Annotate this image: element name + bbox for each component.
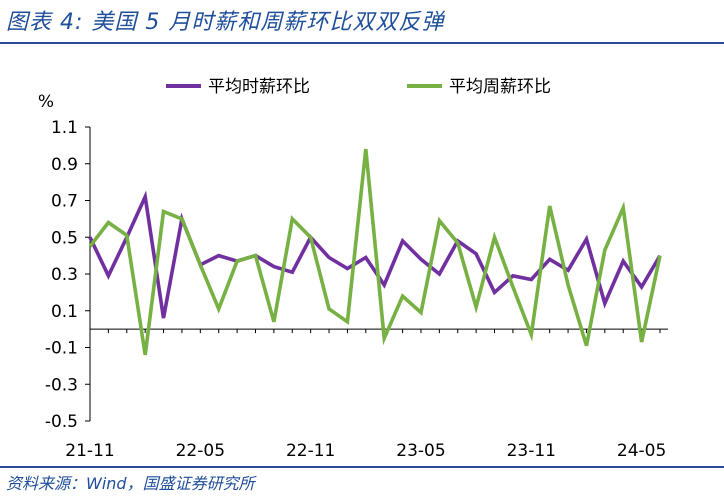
x-tick-label: 23-11 bbox=[507, 441, 556, 461]
x-tick-label: 22-05 bbox=[176, 441, 225, 461]
y-tick-label: 0.5 bbox=[51, 228, 78, 248]
series-line-2 bbox=[88, 148, 662, 356]
y-tick-label: 0.7 bbox=[51, 192, 78, 212]
y-tick-label: 0.1 bbox=[51, 302, 78, 322]
x-tick-label: 21-11 bbox=[65, 441, 114, 461]
y-tick-label: -0.1 bbox=[45, 339, 78, 359]
series-lines bbox=[88, 148, 662, 356]
legend: 平均时薪环比 平均周薪环比 bbox=[166, 77, 551, 97]
source-note: 资料来源：Wind，国盛证券研究所 bbox=[6, 474, 255, 493]
y-tick-label: 0.9 bbox=[51, 155, 78, 175]
y-tick-label: 0.3 bbox=[51, 265, 78, 285]
x-tick-label: 23-05 bbox=[396, 441, 445, 461]
legend-label-1: 平均时薪环比 bbox=[208, 77, 310, 97]
line-chart: % 1.1 0.9 0.7 0.5 0.3 0.1 -0.1 -0.3 -0.5 21-11 22-0… bbox=[38, 77, 668, 461]
y-tick-label: -0.5 bbox=[45, 412, 78, 432]
title-divider bbox=[0, 42, 724, 44]
y-unit-label: % bbox=[38, 92, 54, 112]
x-tick-label: 24-05 bbox=[617, 441, 666, 461]
figure-title: 图表 4: 美国 5 月时薪和周薪环比双双反弹 bbox=[6, 10, 445, 35]
x-tick-label: 22-11 bbox=[286, 441, 335, 461]
axes: % 1.1 0.9 0.7 0.5 0.3 0.1 -0.1 -0.3 -0.5 21-11 22-0… bbox=[38, 92, 668, 461]
legend-label-2: 平均周薪环比 bbox=[449, 77, 551, 97]
source-divider bbox=[0, 466, 724, 468]
y-tick-label: 1.1 bbox=[51, 118, 78, 138]
y-tick-label: -0.3 bbox=[45, 375, 78, 395]
